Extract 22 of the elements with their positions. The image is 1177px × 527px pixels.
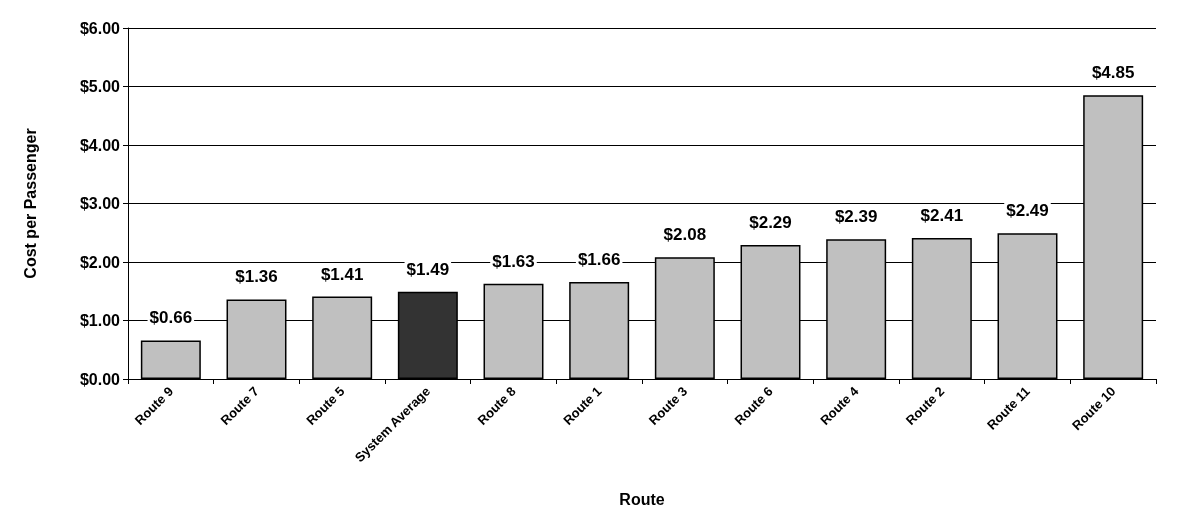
data-label: $2.08 xyxy=(663,225,707,245)
data-label: $1.66 xyxy=(577,249,621,269)
bar xyxy=(140,340,201,379)
y-tick-label: $4.00 xyxy=(79,136,121,154)
data-label: $2.39 xyxy=(834,207,878,227)
data-label: $2.29 xyxy=(749,213,792,233)
data-label: $2.41 xyxy=(920,206,964,226)
y-tick-label: $6.00 xyxy=(79,19,121,37)
data-label: $1.36 xyxy=(235,267,278,287)
x-axis-title: Route xyxy=(619,490,665,508)
data-label: $0.66 xyxy=(149,308,193,328)
y-tick-label: $5.00 xyxy=(79,78,121,95)
data-label: $4.85 xyxy=(1091,63,1135,83)
data-label: $1.41 xyxy=(320,264,364,284)
data-label: $2.49 xyxy=(1006,201,1049,221)
data-label: $1.49 xyxy=(406,259,450,279)
data-label: $1.63 xyxy=(492,251,535,271)
y-tick-label: $1.00 xyxy=(79,312,121,329)
y-tick-label: $2.00 xyxy=(79,253,121,271)
y-axis-title: Cost per Passenger xyxy=(21,128,39,279)
y-tick-label: $3.00 xyxy=(79,195,121,212)
y-tick-label: $0.00 xyxy=(79,370,121,388)
